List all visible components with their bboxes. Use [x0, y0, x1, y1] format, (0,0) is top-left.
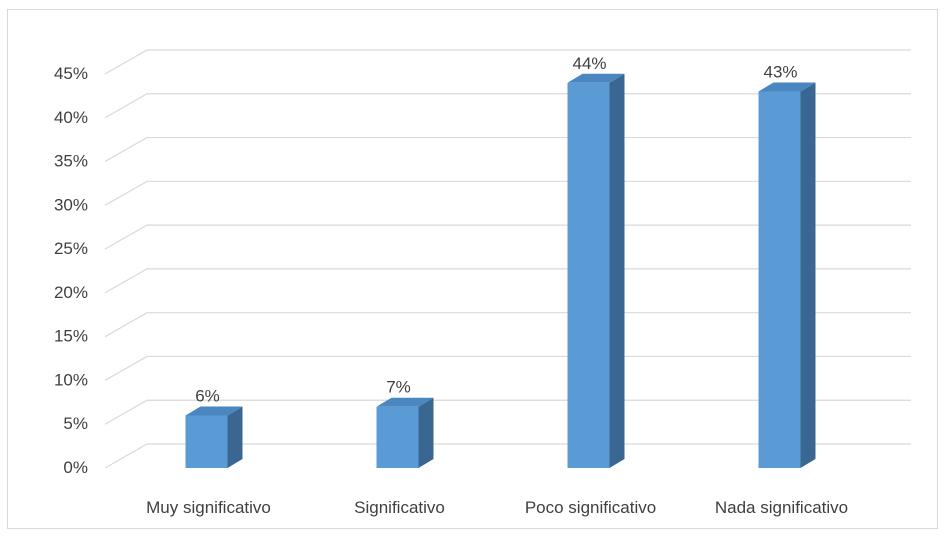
bar-front — [567, 82, 610, 468]
x-category-label: Muy significativo — [146, 498, 271, 517]
y-axis-tick-labels: 0% 5% 10% 15% 20% 25% 30% 35% 40% 45% — [54, 64, 88, 477]
bar-top — [758, 82, 816, 92]
gridline — [104, 268, 911, 294]
bar-side — [800, 82, 816, 468]
bar-front — [376, 406, 419, 468]
bar — [567, 73, 625, 468]
bar — [185, 406, 243, 468]
gridline — [104, 136, 911, 163]
y-tick-label: 5% — [63, 414, 88, 433]
bar-top — [185, 406, 243, 416]
bar-side — [418, 397, 434, 468]
gridline — [104, 399, 911, 425]
data-label: 6% — [195, 386, 220, 405]
bar-front — [185, 415, 228, 468]
x-axis-category-labels: Muy significativo Significativo Poco signi… — [146, 498, 848, 517]
bars — [185, 73, 816, 468]
data-labels: 6% 7% 44% 43% — [195, 54, 797, 406]
y-tick-label: 40% — [54, 108, 88, 127]
x-category-label: Nada significativo — [715, 498, 848, 517]
gridline — [104, 93, 911, 119]
bar — [758, 82, 816, 468]
gridline — [104, 180, 911, 206]
gridline — [104, 312, 911, 338]
y-tick-label: 35% — [54, 152, 88, 171]
gridline — [104, 355, 911, 381]
bar-side — [609, 73, 625, 468]
data-label: 43% — [763, 63, 797, 82]
data-label: 7% — [386, 378, 411, 397]
gridline — [104, 443, 911, 469]
bar-front — [758, 91, 801, 468]
y-tick-label: 30% — [54, 195, 88, 214]
x-category-label: Significativo — [354, 498, 445, 517]
data-label: 44% — [572, 54, 606, 73]
x-category-label: Poco significativo — [525, 498, 656, 517]
gridlines — [104, 49, 911, 469]
y-tick-label: 25% — [54, 239, 88, 258]
y-tick-label: 10% — [54, 370, 88, 389]
y-tick-label: 15% — [54, 327, 88, 346]
y-tick-label: 0% — [63, 458, 88, 477]
bar-side — [227, 406, 243, 468]
bar — [376, 397, 434, 468]
y-tick-label: 20% — [54, 283, 88, 302]
bar-top — [567, 73, 625, 83]
gridline — [104, 49, 911, 75]
gridline — [104, 224, 911, 250]
y-tick-label: 45% — [54, 64, 88, 83]
bar-top — [376, 397, 434, 407]
